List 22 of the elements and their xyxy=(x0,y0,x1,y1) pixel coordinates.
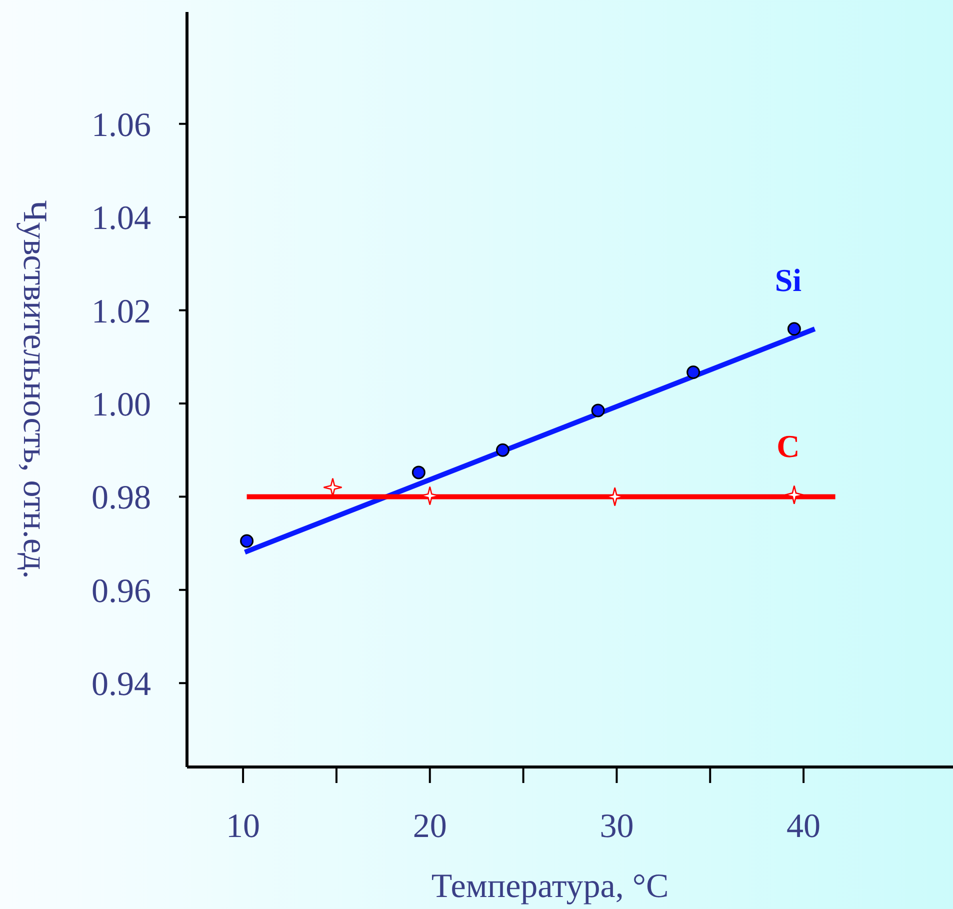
point xyxy=(686,366,700,380)
y-axis-title: Чувствительность, отн.ед. xyxy=(16,200,53,579)
y-tick-label: 1.00 xyxy=(92,386,151,424)
y-tick-label: 1.06 xyxy=(92,106,151,144)
point xyxy=(784,485,804,504)
point xyxy=(240,534,254,548)
x-tick-label: 40 xyxy=(786,808,821,845)
x-tick-label: 10 xyxy=(226,808,260,845)
y-tick-label: 0.96 xyxy=(92,572,151,610)
y-tick-label: 0.94 xyxy=(92,666,151,704)
y-tick-label: 0.98 xyxy=(92,480,151,517)
point xyxy=(496,443,510,457)
point xyxy=(591,404,605,418)
series-label: Si xyxy=(774,262,802,298)
y-tick-label: 1.02 xyxy=(92,293,151,330)
x-axis-title: Температура, °C xyxy=(431,868,669,905)
point xyxy=(787,322,801,336)
y-tick-label: 1.04 xyxy=(92,200,151,238)
x-tick-label: 20 xyxy=(412,808,447,845)
point xyxy=(412,466,426,480)
series-label: C xyxy=(776,428,800,464)
x-tick-label: 30 xyxy=(600,808,634,845)
